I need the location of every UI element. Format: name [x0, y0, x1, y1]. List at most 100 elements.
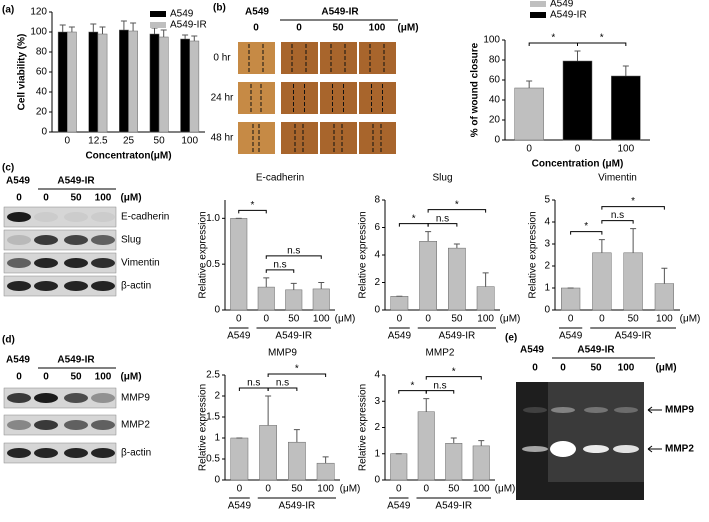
- x-tick-label: 12.5: [88, 136, 108, 147]
- zymo-band: [613, 445, 639, 453]
- y-tick-label: 2: [544, 261, 550, 272]
- blot-band-row: [3, 206, 117, 228]
- blot-band: [7, 235, 31, 245]
- zymo-band: [551, 407, 575, 413]
- significance-label: *: [631, 196, 635, 207]
- x-tick-label: 0: [423, 484, 429, 495]
- y-tick-label: 6: [374, 222, 380, 233]
- x-tick-label: 100: [473, 484, 490, 495]
- error-bar: [68, 26, 75, 32]
- bar: [390, 296, 409, 311]
- group-label: A549-IR: [439, 331, 476, 342]
- group-label: A549: [245, 7, 269, 18]
- panel-label: (a): [2, 5, 14, 16]
- error-bar: [598, 239, 605, 253]
- group-label: A549-IR: [435, 501, 472, 512]
- significance-label: *: [412, 213, 416, 224]
- chart-title: MMP2: [426, 348, 455, 359]
- significance-bracket: [427, 223, 458, 227]
- significance-label: *: [551, 33, 555, 44]
- x-tick-label: 100: [313, 314, 330, 325]
- error-bar: [478, 440, 485, 446]
- zymo-band: [550, 441, 576, 457]
- bar: [390, 453, 408, 481]
- x-tick-label: 50: [154, 136, 166, 147]
- blot-band: [91, 235, 115, 245]
- y-tick-label: 0: [494, 135, 500, 146]
- x-tick-label: 50: [451, 314, 463, 325]
- bar: [288, 441, 306, 481]
- lane-label: 0: [296, 23, 302, 34]
- bar: [562, 60, 593, 141]
- group-label: A549: [6, 355, 30, 366]
- x-tick-label: 0: [265, 484, 271, 495]
- wound-edge: [333, 124, 343, 152]
- wound-edge: [330, 44, 346, 72]
- y-axis-label: Relative expression: [528, 211, 539, 298]
- arrow: [647, 445, 662, 453]
- group-label: A549: [387, 501, 411, 512]
- bar: [561, 287, 581, 311]
- error-bar: [423, 398, 430, 412]
- panel-label: (d): [2, 335, 15, 346]
- lane-label: 0: [43, 372, 49, 383]
- y-tick-label: 2.5: [206, 370, 220, 381]
- zymogram-haze: [548, 382, 644, 482]
- lane-label: 0: [560, 363, 566, 374]
- x-tick-label: 50: [448, 484, 460, 495]
- lane-label: 0: [532, 363, 538, 374]
- y-tick-label: 80: [489, 55, 501, 66]
- bar: [230, 218, 248, 311]
- significance-bracket: [570, 231, 603, 235]
- zymo-band: [522, 446, 548, 452]
- bar: [158, 36, 169, 133]
- lane-label: 50: [332, 23, 344, 34]
- group-label: A549-IR: [321, 7, 359, 18]
- bar: [149, 33, 160, 133]
- legend-label: A549-IR: [550, 10, 587, 21]
- blot-band: [34, 420, 58, 430]
- significance-label: *: [584, 221, 588, 232]
- bar: [654, 283, 674, 311]
- arrow: [647, 406, 662, 414]
- lane-label: 50: [590, 363, 602, 374]
- group-label: A549-IR: [57, 176, 95, 187]
- significance-label: *: [411, 380, 415, 391]
- x-tick-label: 0: [575, 144, 581, 155]
- significance-label: n.s: [276, 378, 289, 389]
- y-tick-label: 60: [36, 67, 48, 78]
- bar: [97, 33, 108, 133]
- x-tick-label: 25: [123, 136, 135, 147]
- chart-title: MMP9: [268, 348, 297, 359]
- x-tick-label: 0: [236, 314, 242, 325]
- y-tick-label: 1.0: [206, 213, 220, 224]
- wound-image: [281, 42, 318, 74]
- y-tick-label: 1: [544, 283, 550, 294]
- group-label: A549: [388, 331, 412, 342]
- error-bar: [120, 20, 127, 30]
- y-tick-label: 2: [374, 422, 380, 433]
- y-tick-label: 0.5: [206, 259, 220, 270]
- blot-band: [91, 281, 115, 291]
- blot-band: [7, 448, 31, 458]
- y-tick-label: 1.5: [206, 412, 220, 423]
- x-tick-label: 0: [263, 314, 269, 325]
- significance-label: n.s: [247, 378, 260, 389]
- wound-image: [238, 122, 275, 154]
- significance-label: *: [251, 200, 255, 211]
- wound-image: [281, 82, 318, 114]
- band-label: Slug: [121, 235, 141, 246]
- y-axis-label: Relative expression: [198, 384, 209, 471]
- error-bar: [182, 34, 189, 39]
- band-label: MMP9: [121, 393, 150, 404]
- band-label: MMP9: [665, 405, 694, 416]
- bar: [476, 286, 495, 311]
- bar: [57, 31, 68, 133]
- bar: [417, 411, 435, 481]
- y-tick-label: 1: [374, 448, 380, 459]
- wound-image: [359, 82, 396, 114]
- significance-bracket: [577, 42, 627, 46]
- y-tick-label: 40: [36, 87, 48, 98]
- bar: [128, 30, 138, 133]
- wound-edge: [369, 44, 385, 72]
